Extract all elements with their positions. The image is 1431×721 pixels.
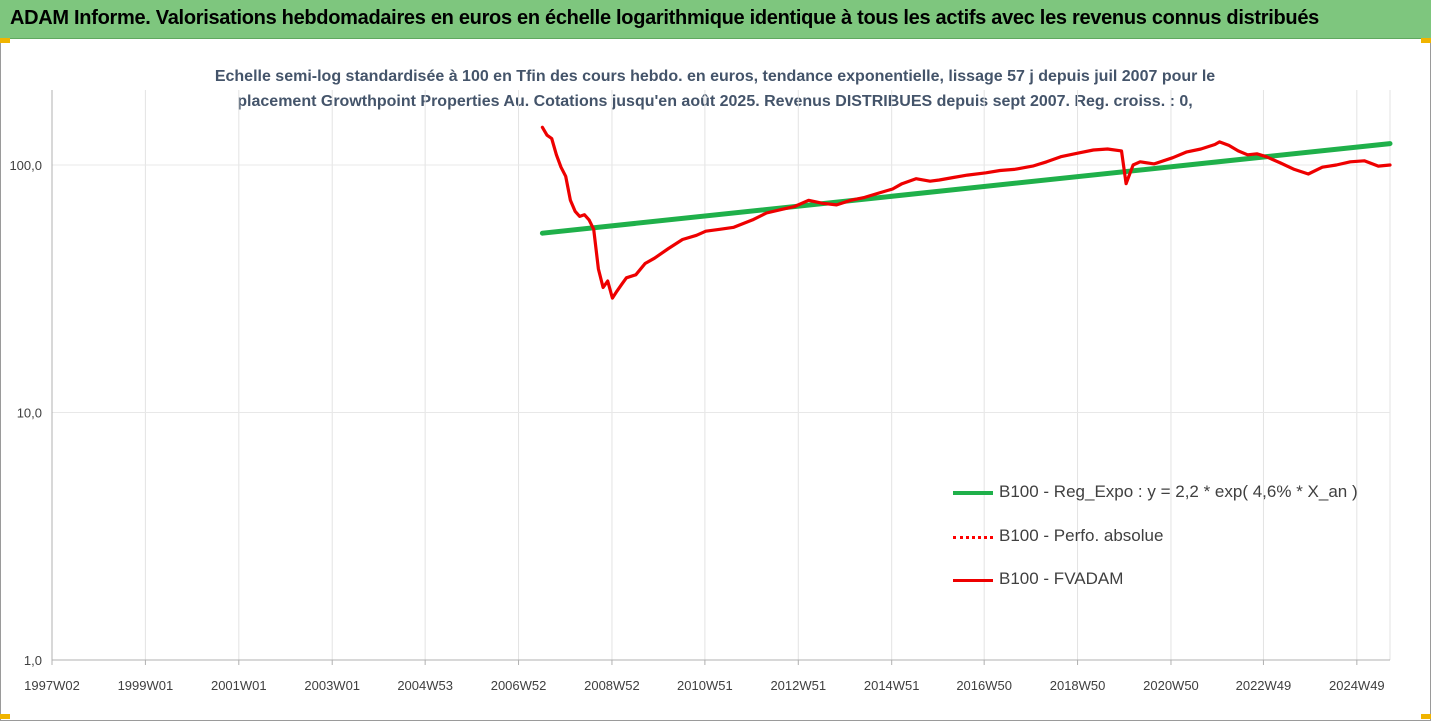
- x-tick-label: 2022W49: [1236, 678, 1292, 693]
- y-tick-label: 100,0: [9, 158, 42, 173]
- chart-title: Echelle semi-log standardisée à 100 en T…: [150, 64, 1280, 114]
- y-tick-label: 1,0: [24, 653, 42, 668]
- x-tick-label: 2014W51: [864, 678, 920, 693]
- corner-marker: [1421, 38, 1431, 43]
- series-line-2: [540, 125, 1392, 300]
- y-tick-label: 10,0: [17, 406, 42, 421]
- x-tick-label: 2024W49: [1329, 678, 1385, 693]
- chart-title-line-2: placement Growthpoint Properties Au. Cot…: [237, 93, 1193, 110]
- legend-swatch-perf: [953, 536, 993, 539]
- banner-title: ADAM Informe. Valorisations hebdomadaire…: [10, 7, 1319, 29]
- legend-label-perf: B100 - Perfo. absolue: [999, 526, 1164, 545]
- x-tick-label: 2018W50: [1050, 678, 1106, 693]
- x-tick-label: 2016W50: [956, 678, 1012, 693]
- x-tick-label: 2008W52: [584, 678, 640, 693]
- chart-title-line-1: Echelle semi-log standardisée à 100 en T…: [214, 68, 1216, 85]
- legend-swatch-trend: [953, 491, 993, 495]
- banner: ADAM Informe. Valorisations hebdomadaire…: [0, 0, 1431, 39]
- x-tick-label: 2006W52: [491, 678, 547, 693]
- corner-marker: [0, 714, 10, 719]
- corner-marker: [1421, 714, 1431, 719]
- x-tick-label: 2004W53: [397, 678, 453, 693]
- x-tick-label: 2020W50: [1143, 678, 1199, 693]
- legend-label-fvadam: B100 - FVADAM: [999, 569, 1124, 588]
- x-tick-label: 2003W01: [304, 678, 360, 693]
- legend-swatch-fvadam: [953, 579, 993, 582]
- x-tick-label: 1999W01: [118, 678, 174, 693]
- x-tick-label: 1997W02: [24, 678, 80, 693]
- series-line-0: [539, 141, 1393, 236]
- x-tick-label: 2001W01: [211, 678, 267, 693]
- legend-label-trend: B100 - Reg_Expo : y = 2,2 * exp( 4,6% * …: [999, 482, 1358, 501]
- corner-marker: [0, 38, 10, 43]
- x-tick-label: 2012W51: [770, 678, 826, 693]
- x-tick-label: 2010W51: [677, 678, 733, 693]
